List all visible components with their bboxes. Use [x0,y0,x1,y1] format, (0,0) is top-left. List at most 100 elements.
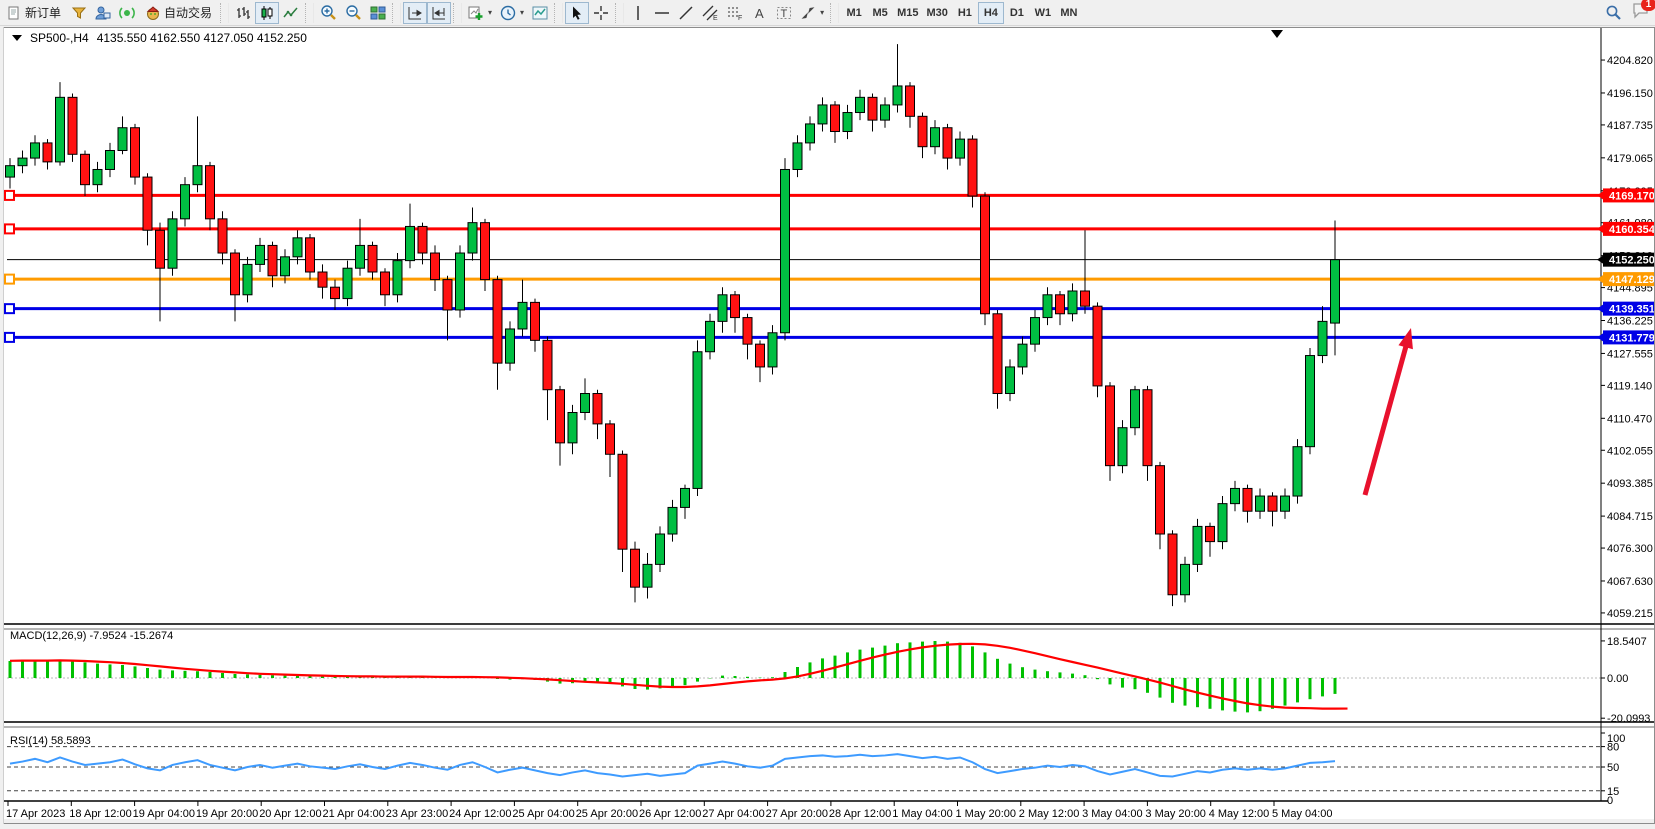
horizontal-line-icon [655,11,670,14]
price-label-box [1603,221,1654,236]
timeframe-m1-button[interactable]: M1 [841,2,867,24]
dropdown-arrow-icon: ▾ [488,8,493,17]
candle-bull [955,138,965,159]
chart-shift-marker-icon[interactable] [1271,30,1283,38]
candles [5,44,1340,607]
candle-bull [455,252,465,311]
chart-shift-button[interactable] [403,1,428,24]
dropdown-arrow-icon: ▾ [520,8,525,17]
dropdown-arrow-icon: ▾ [820,8,825,17]
equidistant-channel-tool-button[interactable]: E [698,2,723,24]
search-button[interactable] [1601,2,1626,24]
candle-bear [555,389,565,444]
trendline-tool-button[interactable] [674,2,698,24]
market-watch-button[interactable] [67,2,91,24]
candle-bear [1242,487,1253,512]
price-label-box [1603,188,1654,203]
fibonacci-icon: F [728,6,742,21]
text-label-tool-button[interactable]: T [772,2,796,24]
arrows-tool-button[interactable]: ▾ [796,2,828,24]
candle-bull [930,127,940,148]
toolbar-separator [554,2,564,23]
zoom-in-button[interactable] [316,2,341,24]
line-chart-icon [283,7,298,17]
hline-handle[interactable] [4,189,15,201]
bar-chart-mode-button[interactable] [231,2,255,24]
price-label-box [1603,252,1654,267]
hline-handle[interactable] [4,331,15,343]
price-tick-label: 4187.735 [1607,120,1653,132]
tile-windows-icon [370,6,386,19]
price-label-box [1603,330,1654,345]
candle-bull [1042,294,1053,319]
crosshair-tool-button[interactable] [589,2,613,24]
timeframe-m5-button[interactable]: M5 [867,2,893,24]
price-tick-label: 4196.150 [1607,88,1653,100]
price-line-labels: 4169.170 4160.354 4152.250 4147.129 4139.351… [1597,188,1655,345]
crosshair-icon [594,5,609,20]
periods-button[interactable]: ▾ [496,2,528,24]
cursor-tool-button[interactable] [565,1,590,24]
date-tick-label: 20 Apr 12:00 [259,808,321,820]
timeframe-m15-button[interactable]: M15 [893,2,922,24]
timeframe-d1-button[interactable]: D1 [1004,2,1030,24]
trend-arrow-line[interactable] [1362,342,1410,496]
candle-bear [1155,465,1165,535]
text-tool-button[interactable]: A [748,2,772,24]
timeframe-w1-button[interactable]: W1 [1030,2,1056,24]
strategy-tester-button[interactable] [91,2,115,24]
horizontal-line-tool-button[interactable] [650,2,674,24]
hline-handle[interactable] [4,303,15,315]
candle-bull [692,351,703,489]
rsi-tick-label: 50 [1607,762,1619,774]
timeframe-m30-button[interactable]: M30 [922,2,951,24]
hline-handle[interactable] [4,223,15,235]
candle-bull [1030,317,1040,345]
candle-bull [767,332,778,368]
chart-properties-button[interactable] [528,2,552,24]
time-axis[interactable]: 17 Apr 2023 18 Apr 12:00 19 Apr 04:00 19 Ap… [6,801,1333,820]
chart-autoscroll-button[interactable] [427,1,452,24]
candle-bear [442,279,453,311]
new-order-button[interactable]: 新订单 [2,2,67,24]
price-tick-label: 4119.140 [1607,380,1652,392]
candle-bear [630,548,640,588]
candle-bear [230,252,240,296]
autotrading-button[interactable]: 自动交易 [139,2,218,24]
date-tick-label: 3 May 20:00 [1145,808,1206,820]
candle-bear [205,165,215,220]
candle-bear [480,222,490,281]
signals-button[interactable] [115,2,139,24]
hline-handle[interactable] [4,273,15,285]
timeframe-mn-button[interactable]: MN [1056,2,1082,24]
date-tick-label: 24 Apr 12:00 [449,808,511,820]
notifications-button[interactable]: 1 [1632,0,1655,24]
fibonacci-tool-button[interactable]: F [723,2,748,24]
price-label-text: 4160.354 [1609,224,1655,236]
toolbar-separator [305,2,315,23]
svg-text:T: T [781,8,788,20]
date-tick-label: 5 May 04:00 [1272,808,1333,820]
autotrading-icon [146,5,160,20]
vertical-line-tool-button[interactable] [626,2,650,24]
add-indicator-button[interactable]: ▾ [464,2,496,24]
one-click-collapse-icon[interactable] [12,35,22,41]
candle-bull [180,184,190,220]
tile-windows-button[interactable] [366,2,390,24]
trend-arrow-head[interactable] [1398,328,1413,350]
zoom-out-button[interactable] [341,2,366,24]
toolbar-separator [453,2,463,23]
search-icon [1606,5,1621,20]
candle-bull [1330,259,1340,324]
candle-bull [192,165,203,186]
tester-person-icon [95,6,111,19]
line-chart-mode-button[interactable] [279,2,303,24]
timeframe-h4-button[interactable]: H4 [977,1,1004,24]
timeframe-h1-button[interactable]: H1 [952,2,978,24]
date-tick-label: 27 Apr 20:00 [766,808,828,820]
candle-bear [380,271,390,296]
toolbar-separator [220,2,230,23]
candlestick-mode-button[interactable] [255,1,280,24]
price-tick-label: 4093.385 [1607,478,1653,490]
